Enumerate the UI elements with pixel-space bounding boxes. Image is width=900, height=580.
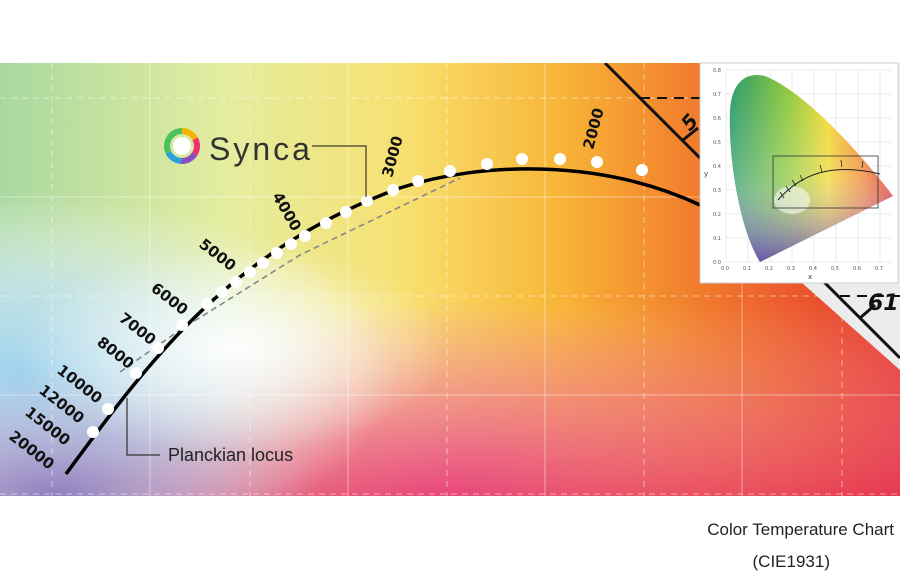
sample-dot: [340, 206, 352, 218]
sample-dot: [361, 195, 373, 207]
sample-dot: [444, 165, 456, 177]
synca-ring-logo-icon: [164, 128, 200, 164]
inset-y-tick: 0.0: [713, 260, 721, 266]
isotherm-dashed-line: [119, 177, 461, 373]
sample-dots: [87, 153, 648, 438]
locus-leader-line: [126, 398, 160, 456]
sample-dot: [554, 153, 566, 165]
sample-dot: [230, 276, 242, 288]
inset-x-tick: 0.1: [743, 266, 751, 272]
sample-dot: [244, 266, 256, 278]
sample-dot: [412, 175, 424, 187]
sample-dot: [257, 257, 269, 269]
sample-dot: [87, 426, 99, 438]
cie-inset-chart: 0.0 0.1 0.2 0.3 0.4 0.5 0.6 0.7 0.0 0.1 …: [699, 62, 899, 284]
inset-y-tick: 0.8: [713, 68, 721, 74]
caption-title: Color Temperature Chart: [707, 520, 894, 539]
inset-y-label: y: [704, 170, 708, 178]
inset-x-tick: 0.0: [721, 266, 729, 272]
sample-dot: [271, 247, 283, 259]
inset-y-tick: 0.6: [713, 116, 721, 122]
sample-dot: [591, 156, 603, 168]
sample-dot: [320, 217, 332, 229]
sample-dot: [516, 153, 528, 165]
sample-dot: [201, 298, 213, 310]
sample-dot: [636, 164, 648, 176]
inset-y-tick: 0.4: [713, 164, 721, 170]
inset-x-tick: 0.4: [809, 266, 817, 272]
inset-x-tick: 0.3: [787, 266, 795, 272]
sample-dot: [102, 403, 114, 415]
brand-leader-line: [312, 145, 367, 197]
sample-dot: [285, 238, 297, 250]
inset-y-tick: 0.7: [713, 92, 721, 98]
brand-name: Synca: [209, 131, 313, 167]
axis-mark-right: 61: [868, 291, 899, 316]
sample-dot: [176, 319, 188, 331]
sample-dot: [481, 158, 493, 170]
inset-x-label: x: [808, 273, 812, 281]
inset-x-tick: 0.7: [875, 266, 883, 272]
sample-dot: [387, 184, 399, 196]
inset-y-tick: 0.1: [713, 236, 721, 242]
sample-dot: [152, 342, 164, 354]
planckian-locus-label: Planckian locus: [168, 445, 293, 465]
caption-subtitle: (CIE1931): [752, 552, 830, 571]
inset-x-tick: 0.6: [853, 266, 861, 272]
sample-dot: [299, 230, 311, 242]
inset-x-tick: 0.5: [831, 266, 839, 272]
inset-y-tick: 0.2: [713, 212, 721, 218]
sample-dot: [216, 286, 228, 298]
inset-y-tick: 0.3: [713, 188, 721, 194]
inset-y-tick: 0.5: [713, 140, 721, 146]
inset-x-tick: 0.2: [765, 266, 773, 272]
sample-dot: [130, 367, 142, 379]
